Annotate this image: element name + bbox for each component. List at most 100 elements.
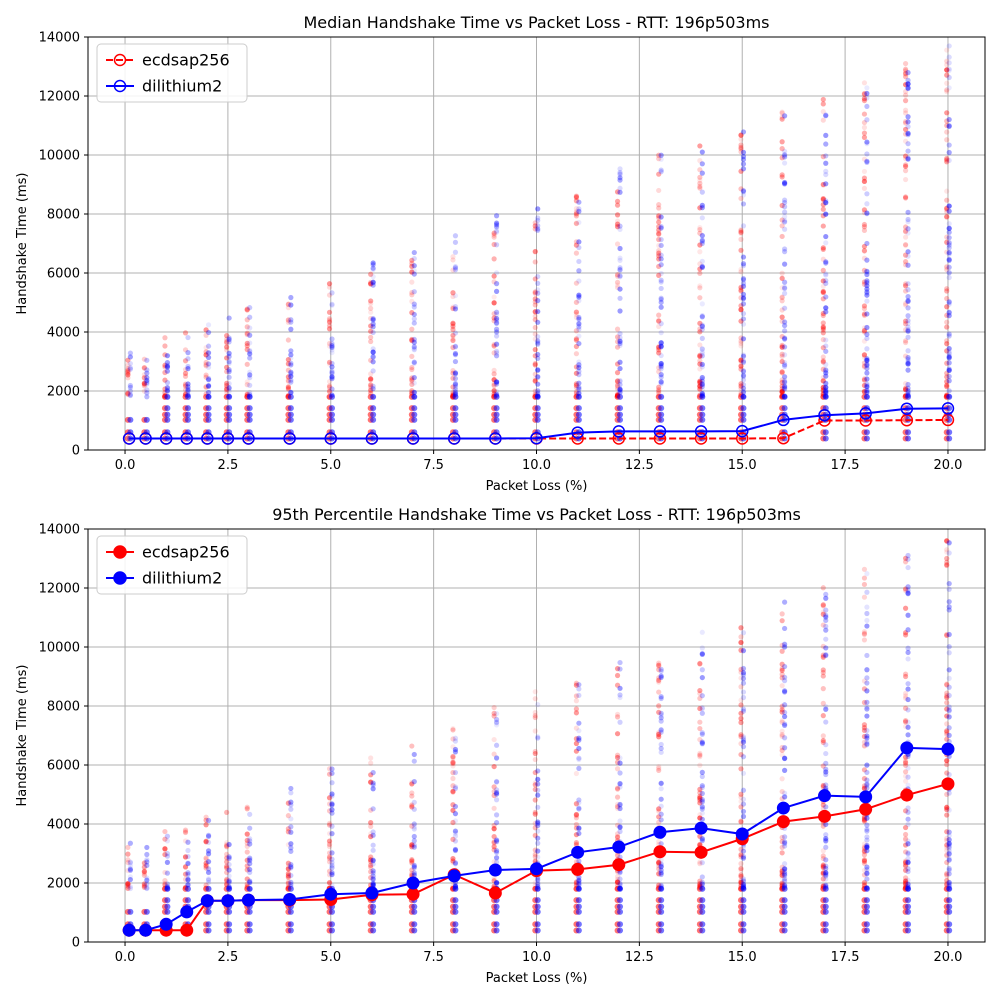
sample-point xyxy=(740,166,747,172)
sample-point xyxy=(820,378,826,384)
sample-point xyxy=(535,735,541,741)
sample-point xyxy=(491,839,497,845)
sample-point xyxy=(452,746,459,753)
sample-point xyxy=(125,372,131,378)
sample-point xyxy=(823,380,829,386)
sample-point xyxy=(326,766,333,772)
sample-point xyxy=(697,366,703,372)
sample-point xyxy=(226,393,233,400)
sample-point xyxy=(697,695,703,701)
sample-point xyxy=(946,540,952,546)
sample-point xyxy=(326,880,333,886)
sample-point xyxy=(205,879,212,886)
sample-point xyxy=(535,877,541,883)
sample-point xyxy=(782,214,788,220)
data-point-dilithium2 xyxy=(159,917,173,931)
sample-point xyxy=(946,331,952,337)
sample-point xyxy=(658,285,664,292)
sample-point xyxy=(532,336,538,342)
sample-point xyxy=(864,282,870,289)
sample-point xyxy=(699,301,705,307)
sample-point xyxy=(452,785,459,792)
sample-point xyxy=(864,727,870,734)
sample-point xyxy=(902,318,909,324)
sample-point xyxy=(491,380,497,387)
sample-point xyxy=(861,97,868,104)
sample-point xyxy=(699,645,705,651)
sample-point xyxy=(450,754,456,760)
sample-point xyxy=(864,842,870,849)
sample-point xyxy=(247,880,253,886)
sample-point xyxy=(905,356,911,363)
sample-point xyxy=(699,381,705,387)
sample-point xyxy=(699,323,705,329)
sample-point xyxy=(738,751,744,758)
sample-point xyxy=(864,357,870,363)
sample-point xyxy=(738,879,744,886)
sample-point xyxy=(532,249,538,255)
sample-point xyxy=(203,384,209,391)
sample-point xyxy=(452,861,459,867)
sample-point xyxy=(329,405,336,412)
sample-point xyxy=(409,260,415,267)
sample-point xyxy=(244,330,250,336)
sample-point xyxy=(288,824,294,830)
sample-point xyxy=(491,343,497,349)
sample-point xyxy=(575,405,582,412)
data-point-dilithium2 xyxy=(122,432,136,445)
sample-point xyxy=(450,744,456,750)
sample-point xyxy=(699,240,705,247)
sample-point xyxy=(782,869,788,875)
sample-point xyxy=(738,390,744,396)
sample-point xyxy=(452,382,459,388)
sample-point xyxy=(285,871,291,877)
sample-point xyxy=(946,208,952,214)
sample-point xyxy=(823,348,829,354)
sample-point xyxy=(697,833,703,839)
sample-point xyxy=(247,305,253,311)
sample-point xyxy=(450,759,456,766)
data-point-dilithium2 xyxy=(489,432,502,445)
sample-point xyxy=(779,386,785,392)
sample-point xyxy=(329,336,335,342)
sample-point xyxy=(946,435,953,442)
sample-point xyxy=(779,351,785,357)
sample-point xyxy=(226,841,232,848)
x-tick-label: 5.0 xyxy=(320,458,341,473)
sample-point xyxy=(782,702,788,708)
sample-point xyxy=(944,384,950,390)
sample-point xyxy=(738,149,744,155)
sample-point xyxy=(576,805,582,811)
sample-point xyxy=(409,326,415,332)
sample-point xyxy=(246,405,253,412)
sample-point xyxy=(658,885,664,891)
sample-point xyxy=(288,377,294,383)
sample-point xyxy=(329,347,335,353)
sample-point xyxy=(699,313,705,319)
sample-point xyxy=(226,884,232,890)
sample-point xyxy=(409,269,415,275)
sample-point xyxy=(452,828,459,834)
sample-point xyxy=(532,689,538,695)
sample-point xyxy=(411,393,417,400)
y-tick-label: 0 xyxy=(72,444,80,459)
sample-point xyxy=(576,885,582,891)
sample-point xyxy=(944,249,950,255)
x-tick-label: 10.0 xyxy=(522,458,551,473)
sample-point xyxy=(864,815,870,821)
sample-point xyxy=(697,329,703,335)
sample-point xyxy=(411,320,417,326)
sample-point xyxy=(617,166,623,172)
sample-point xyxy=(368,309,374,315)
sample-point xyxy=(224,383,230,389)
sample-point xyxy=(946,704,952,710)
sample-point xyxy=(905,219,911,225)
sample-point xyxy=(244,867,250,873)
sample-point xyxy=(905,886,911,892)
sample-point xyxy=(450,332,456,339)
sample-point xyxy=(409,790,415,796)
sample-point xyxy=(125,885,131,891)
sample-point xyxy=(864,298,870,304)
sample-point xyxy=(617,870,623,876)
x-tick-label: 7.5 xyxy=(423,950,444,965)
